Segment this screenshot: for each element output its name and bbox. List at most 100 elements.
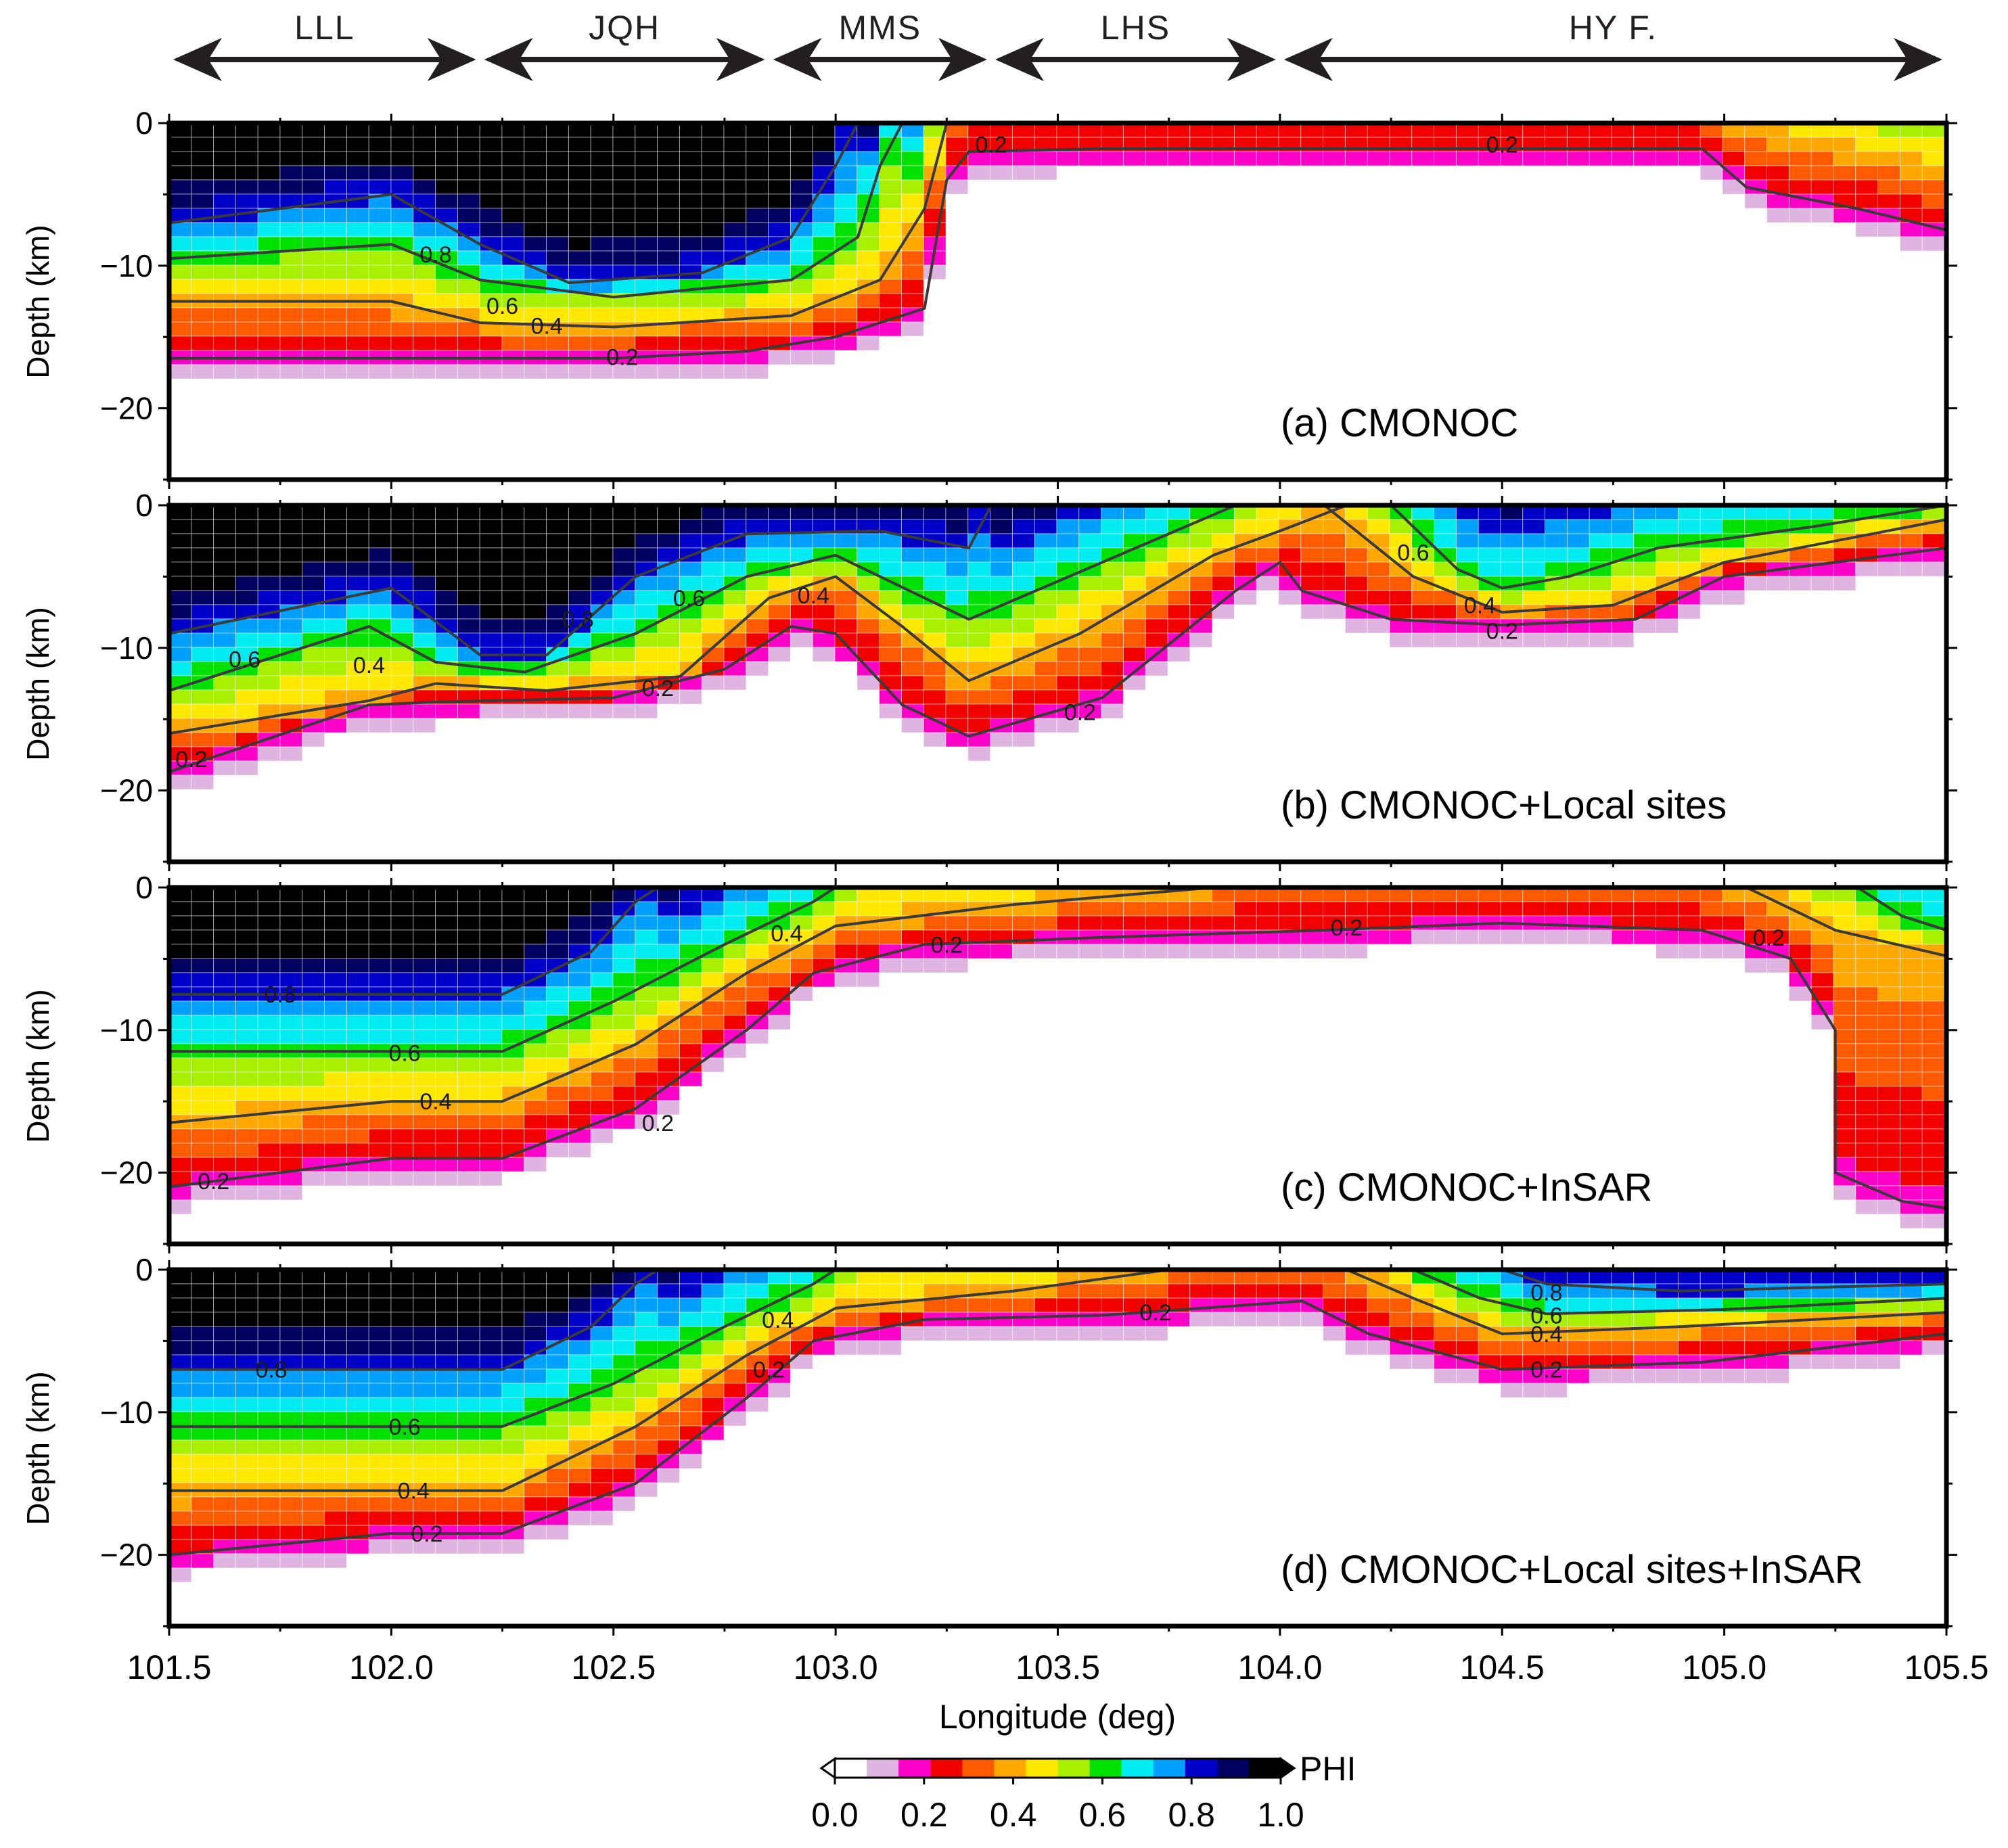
heatmap-cell: [1833, 1142, 1856, 1158]
heatmap-cell: [390, 321, 414, 337]
heatmap-cell: [1833, 972, 1856, 988]
heatmap-cell: [1921, 1100, 1945, 1115]
heatmap-cell: [479, 944, 503, 959]
heatmap-cell: [612, 547, 636, 563]
heatmap-cell: [1101, 576, 1124, 591]
heatmap-cell: [524, 1114, 547, 1130]
heatmap-cell: [479, 193, 503, 209]
heatmap-cell: [457, 1439, 480, 1455]
heatmap-cell: [1589, 1297, 1612, 1313]
heatmap-cell: [1056, 647, 1080, 662]
heatmap-cell: [413, 590, 436, 605]
heatmap-cell: [479, 1142, 503, 1158]
heatmap-cell: [1810, 972, 1834, 988]
heatmap-cell: [1699, 1326, 1723, 1341]
heatmap-cell: [879, 533, 902, 549]
heatmap-cell: [546, 915, 569, 931]
heatmap-cell: [279, 675, 303, 691]
heatmap-cell: [168, 179, 192, 195]
contour-label: 0.4: [531, 313, 563, 339]
heatmap-cell: [1434, 915, 1457, 931]
heatmap-cell: [213, 1297, 236, 1313]
heatmap-cell: [1278, 547, 1302, 563]
heatmap-cell: [302, 1128, 325, 1144]
heatmap-cell: [1122, 632, 1146, 648]
heatmap-cell: [1766, 208, 1789, 223]
heatmap-cell: [1233, 1283, 1257, 1299]
heatmap-cell: [235, 208, 258, 223]
heatmap-cell: [612, 1000, 636, 1016]
heatmap-cell: [279, 958, 303, 973]
heatmap-cell: [524, 151, 547, 166]
heatmap-cell: [302, 732, 325, 747]
heatmap-cell: [457, 151, 480, 166]
heatmap-cell: [302, 179, 325, 195]
heatmap-cell: [1855, 1297, 1879, 1313]
heatmap-cell: [1478, 929, 1501, 945]
heatmap-cell: [768, 1383, 791, 1398]
heatmap-cell: [257, 1114, 281, 1130]
heatmap-cell: [1921, 1157, 1945, 1172]
heatmap-cell: [635, 944, 658, 959]
heatmap-cell: [324, 675, 347, 691]
heatmap-cell: [1855, 1071, 1879, 1087]
heatmap-cell: [524, 576, 547, 591]
heatmap-cell: [457, 519, 480, 534]
heatmap-cell: [1011, 675, 1035, 691]
heatmap-cell: [1212, 590, 1235, 605]
heatmap-cell: [1921, 1114, 1945, 1130]
heatmap-cell: [723, 151, 747, 166]
heatmap-cell: [590, 561, 614, 577]
heatmap-cell: [723, 336, 747, 351]
heatmap-cell: [479, 1171, 503, 1186]
heatmap-cell: [302, 264, 325, 280]
heatmap-cell: [1122, 618, 1146, 634]
heatmap-cell: [191, 533, 214, 549]
heatmap-cell: [1877, 972, 1900, 988]
heatmap-cell: [213, 1468, 236, 1483]
heatmap-cell: [235, 972, 258, 988]
heatmap-cell: [346, 915, 369, 931]
heatmap-cell: [257, 675, 281, 691]
heatmap-cell: [191, 222, 214, 237]
heatmap-cell: [1256, 901, 1279, 917]
heatmap-cell: [457, 944, 480, 959]
contour-line-0.6: [168, 504, 1236, 692]
heatmap-cell: [302, 1326, 325, 1341]
heatmap-cell: [235, 1071, 258, 1087]
heatmap-cell: [546, 1142, 569, 1158]
heatmap-cell: [657, 647, 680, 662]
heatmap-cell: [1833, 958, 1856, 973]
heatmap-cell: [590, 137, 614, 152]
heatmap-cell: [1855, 179, 1879, 195]
heatmap-cell: [324, 1086, 347, 1101]
heatmap-cell: [900, 561, 924, 577]
colorbar-swatch: [1089, 1759, 1122, 1778]
heatmap-cell: [257, 915, 281, 931]
heatmap-cell: [1323, 533, 1346, 549]
heatmap-cell: [191, 1142, 214, 1158]
heatmap-cell: [679, 1454, 702, 1469]
heatmap-cell: [191, 1114, 214, 1130]
heatmap-cell: [213, 1354, 236, 1370]
heatmap-cell: [790, 165, 813, 181]
heatmap-cell: [1545, 901, 1568, 917]
heatmap-cell: [635, 915, 658, 931]
heatmap-cell: [834, 165, 858, 181]
heatmap-cell: [501, 1283, 525, 1299]
heatmap-cell: [990, 618, 1013, 634]
heatmap-cell: [1500, 929, 1524, 945]
heatmap-cell: [635, 958, 658, 973]
heatmap-cell: [168, 1142, 192, 1158]
heatmap-cell: [657, 1368, 680, 1384]
heatmap-cell: [324, 1368, 347, 1384]
heatmap-cell: [812, 901, 836, 917]
heatmap-cell: [568, 929, 591, 945]
heatmap-cell: [168, 944, 192, 959]
heatmap-cell: [302, 1411, 325, 1427]
contour-label: 0.8: [255, 1358, 287, 1383]
heatmap-cell: [546, 1439, 569, 1455]
heatmap-cell: [679, 561, 702, 577]
